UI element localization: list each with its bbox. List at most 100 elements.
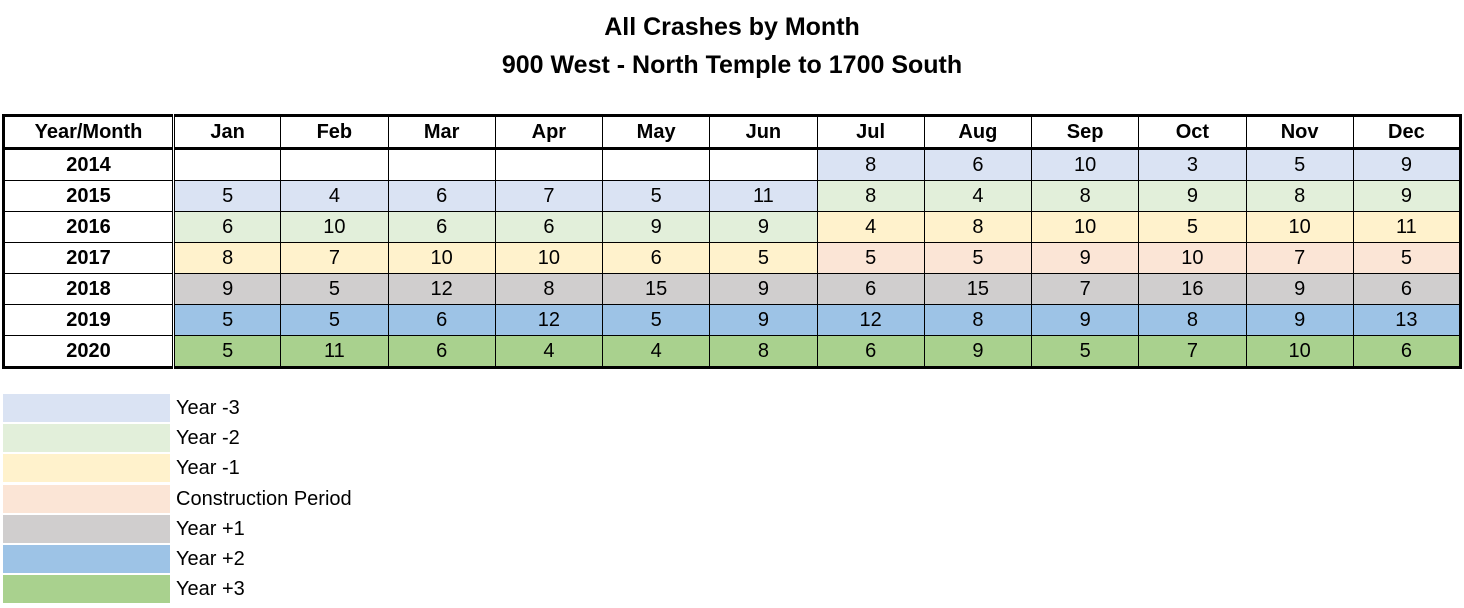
month-header: Sep <box>1030 115 1140 150</box>
table-row: 2020 5 11 6 4 4 8 6 9 5 7 10 6 <box>3 335 1462 368</box>
month-header: Dec <box>1352 115 1462 150</box>
crash-count-cell: 5 <box>280 273 389 305</box>
crash-count-cell <box>709 148 818 181</box>
crash-count-cell: 10 <box>387 242 496 274</box>
crash-count-cell: 13 <box>1352 304 1462 336</box>
crash-count-cell <box>280 148 389 181</box>
crash-count-cell: 10 <box>1138 242 1247 274</box>
crash-count-cell: 9 <box>172 273 282 305</box>
crash-count-cell: 12 <box>816 304 925 336</box>
legend-label: Year +3 <box>176 578 245 601</box>
crash-count-cell: 5 <box>172 180 282 212</box>
table-row: 2014 8 6 10 3 5 9 <box>3 148 1462 181</box>
legend-label: Year -3 <box>176 397 240 419</box>
table-row: 2019 5 5 6 12 5 9 12 8 9 8 9 13 <box>3 304 1462 336</box>
crash-count-cell <box>172 148 282 181</box>
chart-title: All Crashes by Month <box>604 13 860 41</box>
crash-count-cell: 5 <box>280 304 389 336</box>
crash-count-cell: 9 <box>601 211 711 243</box>
table-body: 2014 8 6 10 3 5 9 2015 5 4 6 7 5 11 8 4 8 9 8 9 2016 6 10 6 6 9 9 4… <box>3 148 1462 368</box>
crash-count-cell: 9 <box>1245 273 1354 305</box>
year-label: 2016 <box>3 211 175 243</box>
crash-count-cell: 4 <box>816 211 925 243</box>
crash-count-cell: 8 <box>816 148 925 181</box>
legend-label: Construction Period <box>176 487 352 510</box>
crash-count-cell: 5 <box>709 242 818 274</box>
legend-swatch <box>3 575 170 604</box>
year-label: 2014 <box>3 148 175 181</box>
crash-count-cell: 8 <box>494 273 604 305</box>
crash-count-cell: 9 <box>1245 304 1354 336</box>
crash-count-cell: 9 <box>1138 180 1247 212</box>
month-header: Feb <box>280 115 389 150</box>
month-header: Jun <box>709 115 818 150</box>
crash-count-cell: 5 <box>923 242 1033 274</box>
month-header: Mar <box>387 115 496 150</box>
year-label: 2017 <box>3 242 175 274</box>
crash-count-cell: 5 <box>1138 211 1247 243</box>
crash-count-cell: 7 <box>1138 335 1247 368</box>
crash-count-cell: 8 <box>1030 180 1140 212</box>
legend-swatch <box>3 544 170 573</box>
crash-count-cell: 9 <box>1352 180 1462 212</box>
crash-count-cell: 6 <box>1352 335 1462 368</box>
crash-count-cell: 15 <box>601 273 711 305</box>
crash-count-cell: 7 <box>1245 242 1354 274</box>
crash-count-cell: 6 <box>387 335 496 368</box>
crash-count-cell: 8 <box>816 180 925 212</box>
month-header: Nov <box>1245 115 1354 150</box>
corner-header: Year/Month <box>3 115 175 150</box>
crashes-table: Year/Month Jan Feb Mar Apr May Jun Jul Aug Sep Oc… <box>2 114 1462 369</box>
month-header: Jul <box>816 115 925 150</box>
crash-count-cell <box>494 148 604 181</box>
legend-swatch <box>3 394 170 422</box>
table-row: 2017 8 7 10 10 6 5 5 5 9 10 7 5 <box>3 242 1462 274</box>
crash-count-cell: 6 <box>494 211 604 243</box>
legend-swatch <box>3 484 170 513</box>
crash-count-cell: 5 <box>601 180 711 212</box>
month-header: Oct <box>1138 115 1247 150</box>
crash-count-cell: 8 <box>923 211 1033 243</box>
year-label: 2015 <box>3 180 175 212</box>
crash-count-cell: 9 <box>709 211 818 243</box>
crash-count-cell: 7 <box>494 180 604 212</box>
table-row: 2015 5 4 6 7 5 11 8 4 8 9 8 9 <box>3 180 1462 212</box>
crash-count-cell: 4 <box>280 180 389 212</box>
year-label: 2020 <box>3 335 175 368</box>
crash-count-cell: 6 <box>1352 273 1462 305</box>
crash-count-cell: 6 <box>816 335 925 368</box>
crash-count-cell: 8 <box>923 304 1033 336</box>
legend-swatch <box>3 454 170 483</box>
crash-count-cell: 6 <box>172 211 282 243</box>
crash-count-cell: 10 <box>1030 211 1140 243</box>
crash-count-cell: 12 <box>494 304 604 336</box>
crash-count-cell <box>601 148 711 181</box>
crash-count-cell: 5 <box>1245 148 1354 181</box>
crash-count-cell: 10 <box>1245 211 1354 243</box>
crash-count-cell: 9 <box>709 273 818 305</box>
crash-count-cell: 12 <box>387 273 496 305</box>
year-label: 2018 <box>3 273 175 305</box>
crash-count-cell: 10 <box>280 211 389 243</box>
crash-count-cell: 8 <box>709 335 818 368</box>
crash-count-cell: 9 <box>1352 148 1462 181</box>
crash-count-cell: 10 <box>494 242 604 274</box>
crash-count-cell: 16 <box>1138 273 1247 305</box>
crash-count-cell: 9 <box>923 335 1033 368</box>
crash-count-cell: 10 <box>1030 148 1140 181</box>
crash-count-cell: 8 <box>1138 304 1247 336</box>
crash-count-cell: 7 <box>280 242 389 274</box>
crash-count-cell: 5 <box>1030 335 1140 368</box>
crash-count-cell: 11 <box>709 180 818 212</box>
legend-swatch <box>3 514 170 543</box>
table-row: 2016 6 10 6 6 9 9 4 8 10 5 10 11 <box>3 211 1462 243</box>
crash-count-cell: 9 <box>1030 242 1140 274</box>
legend-label: Year -2 <box>176 427 240 450</box>
month-header: Apr <box>494 115 604 150</box>
month-header: May <box>601 115 711 150</box>
year-label: 2019 <box>3 304 175 336</box>
crash-count-cell: 5 <box>172 304 282 336</box>
crash-count-cell: 4 <box>601 335 711 368</box>
crash-count-cell: 9 <box>1030 304 1140 336</box>
chart-subtitle: 900 West - North Temple to 1700 South <box>501 51 963 79</box>
